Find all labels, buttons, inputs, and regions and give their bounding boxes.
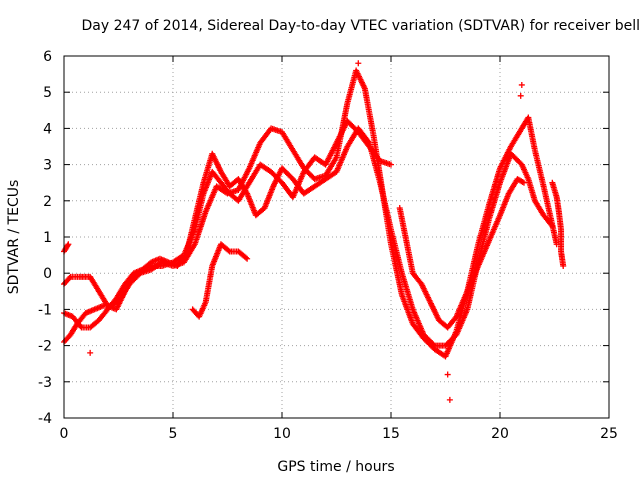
data-point — [444, 371, 451, 378]
data-point — [65, 241, 72, 248]
y-tick-label: 1 — [43, 230, 52, 246]
y-tick-label: 5 — [43, 85, 52, 101]
plot-frame — [63, 55, 610, 419]
data-point — [446, 396, 453, 403]
y-tick-label: 4 — [43, 121, 52, 137]
x-tick-label: 25 — [600, 426, 618, 442]
x-axis-label: GPS time / hours — [277, 459, 394, 475]
chart-title: Day 247 of 2014, Sidereal Day-to-day VTE… — [82, 18, 640, 34]
y-tick-label: 2 — [43, 194, 52, 210]
y-axis-label: SDTVAR / TECUs — [6, 180, 22, 295]
data-point — [388, 161, 394, 168]
x-tick-label: 0 — [60, 426, 69, 442]
x-tick-label: 15 — [382, 426, 400, 442]
series-track-c — [61, 67, 560, 360]
data-point — [355, 60, 362, 67]
data-point — [520, 179, 527, 186]
data-point — [225, 247, 232, 254]
x-tick-label: 20 — [491, 426, 509, 442]
y-tick-label: -2 — [38, 339, 52, 355]
y-tick-label: -4 — [38, 411, 52, 427]
data-points — [61, 60, 567, 403]
data-point — [365, 138, 372, 145]
data-point — [87, 349, 94, 356]
data-point — [242, 254, 249, 261]
x-tick-labels: 0 5 10 15 20 25 — [60, 426, 618, 442]
series-track-e — [396, 176, 527, 331]
x-tick-label: 10 — [273, 426, 291, 442]
y-tick-label: 6 — [43, 49, 52, 65]
data-point — [64, 242, 71, 249]
data-point — [66, 275, 73, 282]
series-track-g — [549, 179, 567, 269]
y-tick-label: -1 — [38, 302, 52, 318]
y-tick-label: 3 — [43, 158, 52, 174]
y-tick-label: 0 — [43, 266, 52, 282]
x-tick-label: 5 — [169, 426, 178, 442]
data-point — [519, 178, 526, 185]
grid-lines — [64, 56, 609, 418]
data-point — [517, 92, 524, 99]
y-tick-label: -3 — [38, 375, 52, 391]
series-track-a — [61, 118, 394, 313]
data-point — [560, 262, 567, 269]
series-track-d — [189, 241, 251, 320]
series-spikes — [87, 60, 525, 403]
data-point — [518, 81, 525, 88]
data-point — [244, 255, 251, 262]
series-track-f — [61, 241, 72, 255]
y-tick-labels: -4 -3 -2 -1 0 1 2 3 4 5 6 — [38, 49, 52, 427]
series-track-b — [61, 125, 556, 349]
